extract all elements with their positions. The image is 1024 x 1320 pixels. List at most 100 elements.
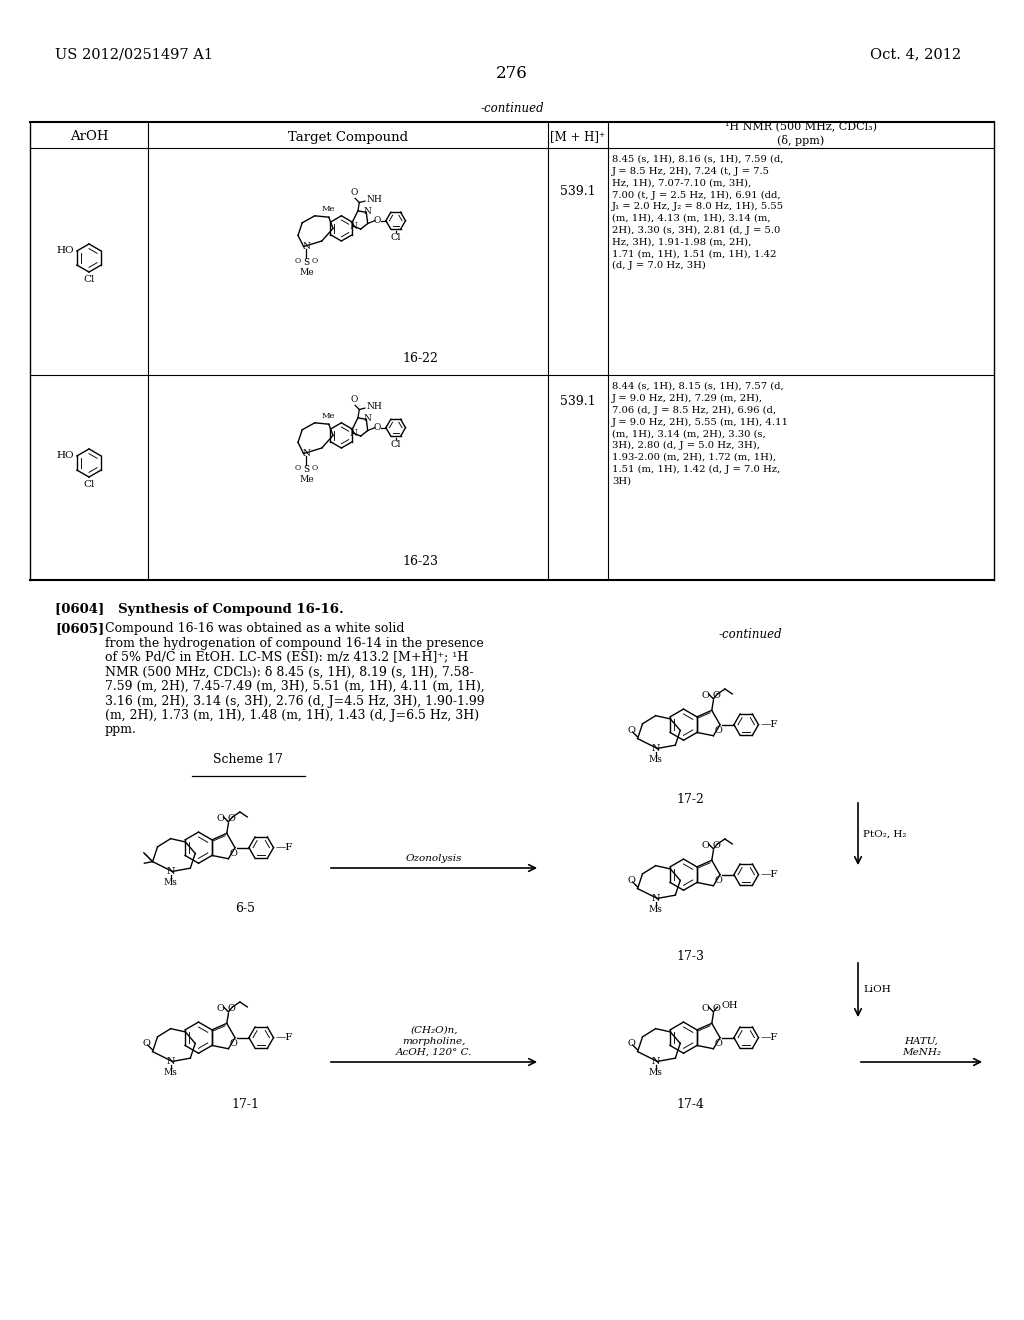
Text: O: O [713, 692, 721, 700]
Text: 539.1: 539.1 [560, 395, 596, 408]
Text: O: O [216, 814, 224, 824]
Text: Me: Me [299, 268, 313, 277]
Text: HO: HO [57, 451, 75, 461]
Text: O: O [229, 1039, 238, 1048]
Text: 7.00 (t, J = 2.5 Hz, 1H), 6.91 (dd,: 7.00 (t, J = 2.5 Hz, 1H), 6.91 (dd, [612, 190, 780, 199]
Text: Me: Me [299, 475, 313, 483]
Text: O: O [701, 1005, 710, 1012]
Text: -continued: -continued [718, 628, 781, 642]
Text: Me: Me [323, 205, 336, 213]
Text: OH: OH [722, 1001, 738, 1010]
Text: N: N [166, 1057, 175, 1067]
Text: NH: NH [367, 195, 382, 205]
Text: N: N [651, 894, 659, 903]
Text: O: O [295, 463, 301, 471]
Text: Cl: Cl [83, 275, 94, 284]
Text: O: O [227, 814, 236, 824]
Text: 17-4: 17-4 [676, 1098, 705, 1111]
Text: 16-23: 16-23 [402, 554, 438, 568]
Text: —F: —F [761, 1034, 778, 1043]
Text: 16-22: 16-22 [402, 352, 438, 366]
Text: HATU,
MeNH₂: HATU, MeNH₂ [902, 1038, 941, 1057]
Text: N: N [349, 429, 357, 438]
Text: -continued: -continued [480, 102, 544, 115]
Text: O: O [227, 1005, 236, 1012]
Text: 3H), 2.80 (d, J = 5.0 Hz, 3H),: 3H), 2.80 (d, J = 5.0 Hz, 3H), [612, 441, 760, 450]
Text: O: O [715, 875, 722, 884]
Text: NMR (500 MHz, CDCl₃): δ 8.45 (s, 1H), 8.19 (s, 1H), 7.58-: NMR (500 MHz, CDCl₃): δ 8.45 (s, 1H), 8.… [105, 665, 474, 678]
Text: —F: —F [761, 870, 778, 879]
Text: Cl: Cl [83, 480, 94, 490]
Text: Scheme 17: Scheme 17 [213, 752, 283, 766]
Text: [0605]: [0605] [55, 622, 104, 635]
Text: 8.44 (s, 1H), 8.15 (s, 1H), 7.57 (d,: 8.44 (s, 1H), 8.15 (s, 1H), 7.57 (d, [612, 381, 783, 391]
Text: 539.1: 539.1 [560, 185, 596, 198]
Text: O: O [713, 841, 721, 850]
Text: N: N [302, 242, 310, 251]
Text: ppm.: ppm. [105, 723, 137, 737]
Text: 3.16 (m, 2H), 3.14 (s, 3H), 2.76 (d, J=4.5 Hz, 3H), 1.90-1.99: 3.16 (m, 2H), 3.14 (s, 3H), 2.76 (d, J=4… [105, 694, 484, 708]
Text: Oct. 4, 2012: Oct. 4, 2012 [870, 48, 962, 61]
Text: J₁ = 2.0 Hz, J₂ = 8.0 Hz, 1H), 5.55: J₁ = 2.0 Hz, J₂ = 8.0 Hz, 1H), 5.55 [612, 202, 784, 211]
Text: O: O [701, 692, 710, 700]
Text: 1.93-2.00 (m, 2H), 1.72 (m, 1H),: 1.93-2.00 (m, 2H), 1.72 (m, 1H), [612, 453, 776, 462]
Text: [0604]   Synthesis of Compound 16-16.: [0604] Synthesis of Compound 16-16. [55, 603, 344, 616]
Text: 6-5: 6-5 [234, 902, 255, 915]
Text: O: O [216, 1005, 224, 1012]
Text: 276: 276 [496, 65, 528, 82]
Text: J = 9.0 Hz, 2H), 7.29 (m, 2H),: J = 9.0 Hz, 2H), 7.29 (m, 2H), [612, 393, 763, 403]
Text: 17-1: 17-1 [231, 1098, 259, 1111]
Text: 1.71 (m, 1H), 1.51 (m, 1H), 1.42: 1.71 (m, 1H), 1.51 (m, 1H), 1.42 [612, 249, 776, 259]
Text: Compound 16-16 was obtained as a white solid: Compound 16-16 was obtained as a white s… [105, 622, 404, 635]
Text: Cl: Cl [390, 234, 401, 243]
Text: 17-2: 17-2 [676, 793, 703, 807]
Text: O: O [312, 463, 318, 471]
Text: Ozonolysis: Ozonolysis [406, 854, 462, 863]
Text: ArOH: ArOH [70, 131, 109, 144]
Text: J = 9.0 Hz, 2H), 5.55 (m, 1H), 4.11: J = 9.0 Hz, 2H), 5.55 (m, 1H), 4.11 [612, 417, 790, 426]
Text: Ms: Ms [648, 755, 663, 764]
Text: N: N [349, 222, 357, 231]
Text: 1.51 (m, 1H), 1.42 (d, J = 7.0 Hz,: 1.51 (m, 1H), 1.42 (d, J = 7.0 Hz, [612, 465, 780, 474]
Text: Ms: Ms [648, 906, 663, 915]
Text: Ms: Ms [648, 1068, 663, 1077]
Text: [M + H]⁺: [M + H]⁺ [551, 131, 605, 144]
Text: Hz, 1H), 7.07-7.10 (m, 3H),: Hz, 1H), 7.07-7.10 (m, 3H), [612, 178, 752, 187]
Text: N: N [364, 414, 371, 424]
Text: —F: —F [276, 1034, 294, 1043]
Text: N: N [364, 207, 371, 216]
Text: —F: —F [761, 721, 778, 729]
Text: US 2012/0251497 A1: US 2012/0251497 A1 [55, 48, 213, 61]
Text: (CH₂O)n,
morpholine,
AcOH, 120° C.: (CH₂O)n, morpholine, AcOH, 120° C. [395, 1026, 472, 1057]
Text: S: S [303, 257, 309, 267]
Text: ¹H NMR (500 MHz, CDCl₃)
(δ, ppm): ¹H NMR (500 MHz, CDCl₃) (δ, ppm) [725, 121, 877, 147]
Text: N: N [651, 1057, 659, 1067]
Text: O: O [374, 424, 381, 432]
Text: O: O [312, 256, 318, 264]
Text: (m, 1H), 3.14 (m, 2H), 3.30 (s,: (m, 1H), 3.14 (m, 2H), 3.30 (s, [612, 429, 766, 438]
Text: O: O [142, 1039, 150, 1048]
Text: NH: NH [367, 403, 382, 412]
Text: Ms: Ms [164, 1068, 177, 1077]
Text: HO: HO [57, 247, 75, 256]
Text: O: O [715, 726, 722, 735]
Text: of 5% Pd/C in EtOH. LC-MS (ESI): m/z 413.2 [M+H]⁺; ¹H: of 5% Pd/C in EtOH. LC-MS (ESI): m/z 413… [105, 651, 468, 664]
Text: 7.59 (m, 2H), 7.45-7.49 (m, 3H), 5.51 (m, 1H), 4.11 (m, 1H),: 7.59 (m, 2H), 7.45-7.49 (m, 3H), 5.51 (m… [105, 680, 484, 693]
Text: Me: Me [323, 412, 336, 420]
Text: —F: —F [276, 843, 294, 853]
Text: (d, J = 7.0 Hz, 3H): (d, J = 7.0 Hz, 3H) [612, 261, 706, 271]
Text: O: O [715, 1039, 722, 1048]
Text: O: O [701, 841, 710, 850]
Text: Target Compound: Target Compound [288, 131, 408, 144]
Text: (m, 1H), 4.13 (m, 1H), 3.14 (m,: (m, 1H), 4.13 (m, 1H), 3.14 (m, [612, 214, 771, 223]
Text: from the hydrogenation of compound 16-14 in the presence: from the hydrogenation of compound 16-14… [105, 636, 483, 649]
Text: N: N [651, 744, 659, 752]
Text: Cl: Cl [390, 441, 401, 449]
Text: O: O [229, 849, 238, 858]
Text: N: N [302, 449, 310, 458]
Text: S: S [303, 465, 309, 474]
Text: O: O [295, 256, 301, 264]
Text: Ms: Ms [164, 878, 177, 887]
Text: 7.06 (d, J = 8.5 Hz, 2H), 6.96 (d,: 7.06 (d, J = 8.5 Hz, 2H), 6.96 (d, [612, 405, 776, 414]
Text: O: O [374, 216, 381, 226]
